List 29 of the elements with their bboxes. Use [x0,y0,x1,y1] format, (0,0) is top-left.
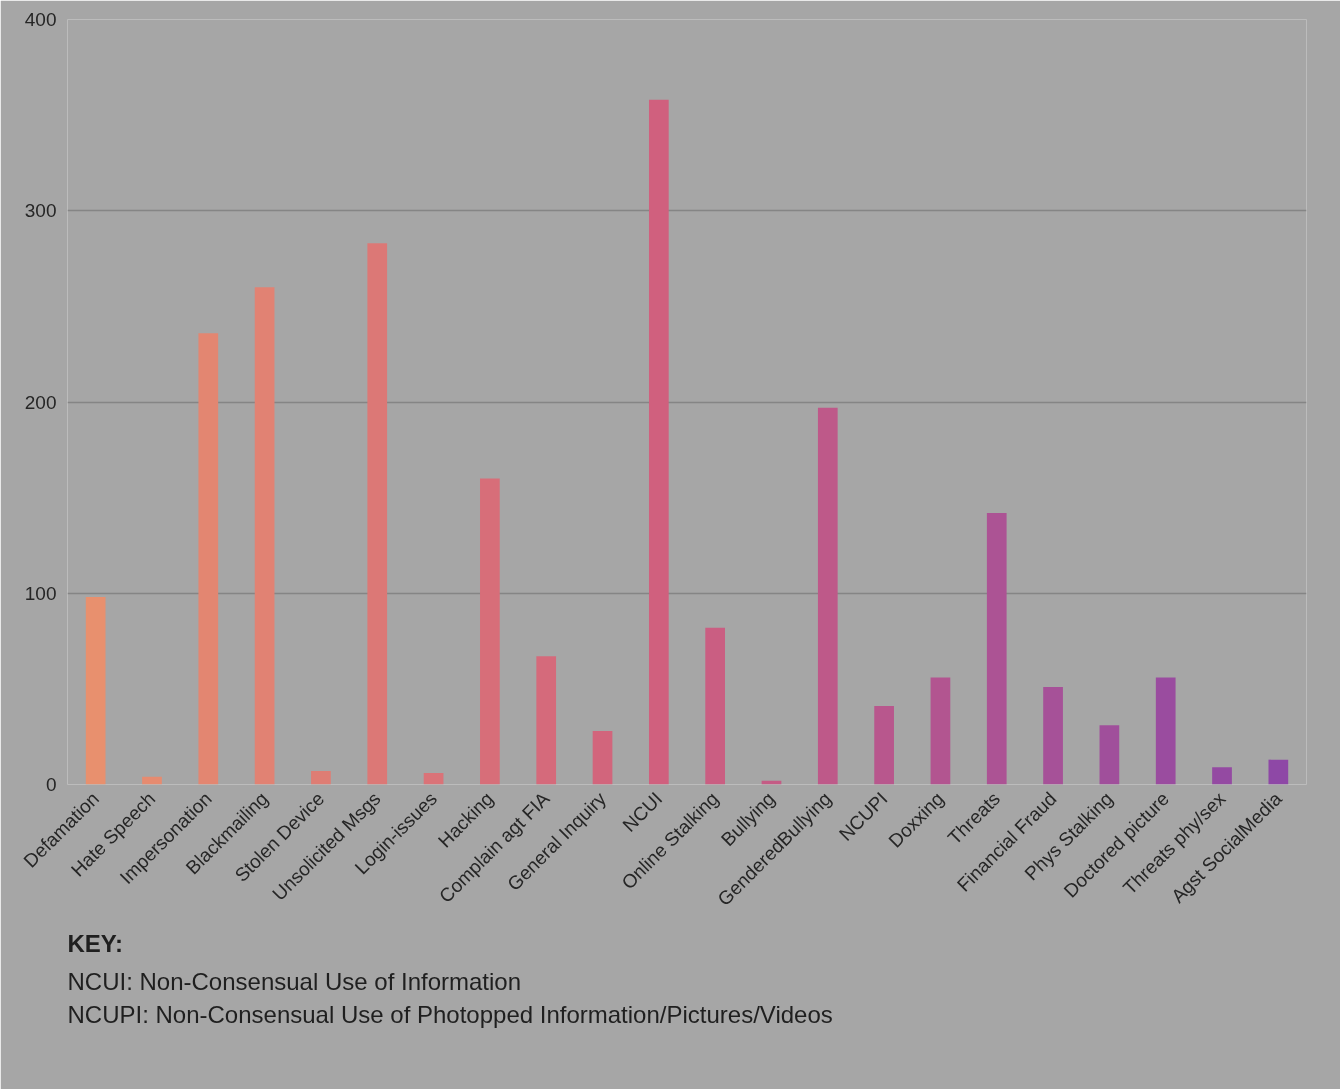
text: NCUPI: Non-Consensual Use of Photopped Information/Pictures/Videos [67,1000,833,1028]
text: KEY: [67,929,124,957]
bar [480,478,500,785]
bar [874,706,894,785]
bar [705,627,726,785]
bar [648,99,669,785]
bar [254,287,275,785]
bar [986,512,1007,785]
y-tick-label: 0 [45,774,57,795]
bar [85,597,106,785]
bar [536,656,557,785]
bar [930,677,951,785]
bar [1212,767,1232,785]
y-tick-label: 400 [24,9,57,30]
bar [1043,686,1063,785]
bar [142,776,162,785]
bar [423,773,444,785]
bar [311,771,331,785]
bar [1155,677,1176,785]
bar [367,243,388,785]
bar [592,730,613,785]
bar [1268,759,1289,785]
y-tick-label: 200 [24,391,57,413]
bar [1099,725,1120,785]
y-tick-label: 100 [24,582,57,604]
bar [198,333,219,785]
y-tick-label: 300 [24,200,57,222]
text: NCUI: Non-Consensual Use of Information [67,967,522,995]
bar [817,407,838,785]
